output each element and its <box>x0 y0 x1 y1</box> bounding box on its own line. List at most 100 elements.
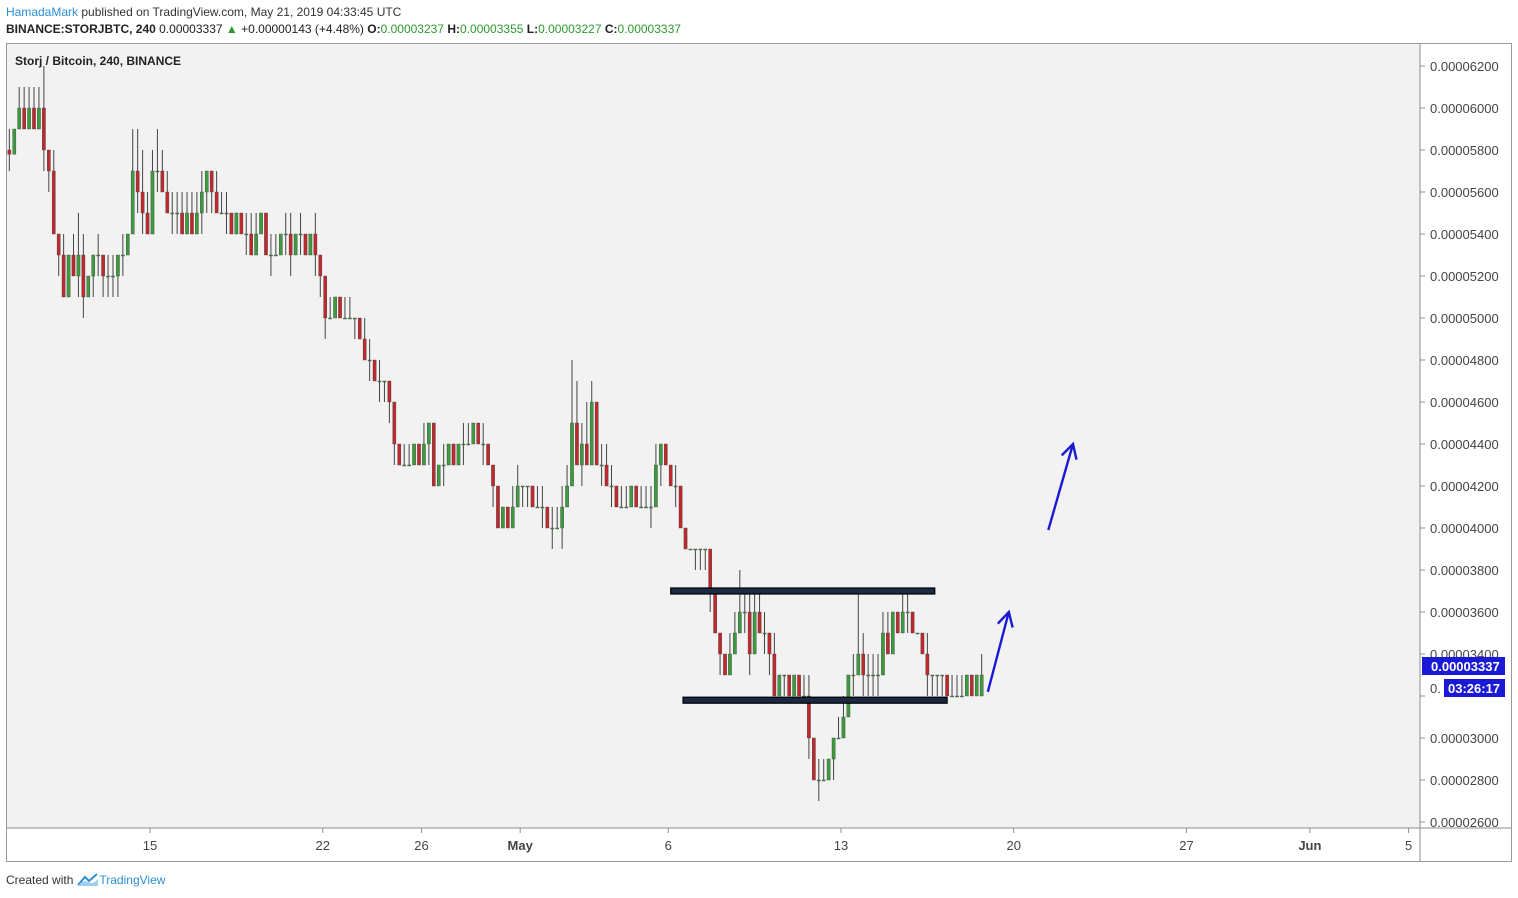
candle-body <box>654 464 658 508</box>
candle <box>851 654 856 696</box>
candle <box>535 486 540 509</box>
tradingview-link[interactable]: TradingView <box>77 873 165 887</box>
candle-body <box>372 359 377 382</box>
candle-body <box>688 548 693 551</box>
candle-body <box>816 779 821 782</box>
candle-body <box>639 506 643 509</box>
candle-body <box>150 170 155 235</box>
candle-body <box>955 695 959 698</box>
candle-body <box>180 212 184 235</box>
candle <box>560 486 564 549</box>
candle-body <box>555 527 559 530</box>
candle <box>298 213 303 255</box>
candle-body <box>274 254 278 257</box>
candle <box>125 233 130 256</box>
candle <box>634 485 638 508</box>
candle <box>915 632 920 635</box>
candle-body <box>461 443 466 446</box>
candle <box>905 591 910 633</box>
candle-body <box>200 191 204 214</box>
candle-body <box>22 107 26 130</box>
candle-body <box>407 464 411 467</box>
candle <box>693 548 698 570</box>
candle <box>683 527 688 550</box>
candle-body <box>86 275 91 298</box>
candle-body <box>950 695 954 698</box>
y-tick-label: 0.00005800 <box>1430 143 1499 158</box>
candle-body <box>125 233 130 256</box>
candle-body <box>190 212 194 235</box>
candle <box>871 654 875 696</box>
candle-body <box>708 548 713 592</box>
candle <box>955 675 959 698</box>
candle <box>264 212 268 256</box>
candle <box>116 254 120 297</box>
candle <box>979 654 984 697</box>
candle <box>130 129 135 235</box>
candle-body <box>604 464 609 487</box>
candle-body <box>609 485 614 488</box>
candle-body <box>698 548 703 551</box>
candle <box>525 485 530 507</box>
candle-body <box>496 485 500 529</box>
arrow-shaft <box>986 611 1010 693</box>
candle <box>836 717 841 740</box>
candle <box>772 633 777 697</box>
author-link[interactable]: HamadaMark <box>6 5 79 19</box>
candle-body <box>229 212 234 235</box>
candle <box>323 275 328 339</box>
candle-body <box>836 737 841 740</box>
candle-body <box>367 359 372 362</box>
candle-body <box>387 380 392 403</box>
time-axis[interactable]: 15 22 26 May 6 13 20 27 Jun 5 <box>143 828 1412 853</box>
candle-body <box>787 674 791 697</box>
price-axis[interactable]: 0.00006200 0.00006000 0.00005800 0.00005600… <box>1420 59 1499 830</box>
candle-body <box>792 674 796 697</box>
candle <box>540 486 545 528</box>
candle <box>550 507 555 549</box>
candle-body <box>930 674 935 677</box>
candle <box>545 506 550 529</box>
candle-body <box>170 212 175 215</box>
candle-body <box>195 212 199 235</box>
candlestick-chart[interactable]: 0.00006200 0.00006000 0.00005800 0.00005600… <box>7 44 1511 861</box>
candle-body <box>821 779 826 782</box>
candle <box>856 591 861 676</box>
candle-body <box>693 548 698 551</box>
candle <box>555 507 559 530</box>
candle <box>925 633 930 696</box>
countdown-label: 03:26:17 <box>1448 681 1500 696</box>
candle-body <box>32 107 36 130</box>
arrow-head <box>996 609 1014 628</box>
candle-body <box>7 149 12 155</box>
candle <box>318 254 323 297</box>
up-triangle-icon: ▲ <box>225 22 238 36</box>
candle-body <box>96 254 100 257</box>
plot-area[interactable] <box>7 44 1420 828</box>
candle <box>476 422 481 445</box>
tradingview-brand: TradingView <box>99 873 166 887</box>
candle <box>106 255 110 297</box>
candle <box>935 674 940 696</box>
candle-body <box>288 233 293 256</box>
candle <box>441 444 446 486</box>
candle <box>47 149 51 192</box>
candle <box>86 275 91 298</box>
candle-body <box>357 317 362 340</box>
candle <box>510 486 515 529</box>
candle-body <box>757 611 762 634</box>
candle <box>219 192 224 215</box>
y-tick-label: 0.00004400 <box>1430 437 1499 452</box>
candle-body <box>422 443 426 466</box>
horizontal-level-line <box>670 587 936 595</box>
candle-body <box>560 506 564 529</box>
candle <box>76 213 81 297</box>
candle <box>713 590 717 634</box>
candle-body <box>965 674 969 697</box>
candle-body <box>204 170 209 193</box>
chart-frame[interactable]: 0.00006200 0.00006000 0.00005800 0.00005600… <box>6 43 1512 862</box>
candle-body <box>318 254 323 277</box>
candle-body <box>535 506 540 509</box>
candle-body <box>432 422 436 487</box>
candle <box>333 296 337 319</box>
